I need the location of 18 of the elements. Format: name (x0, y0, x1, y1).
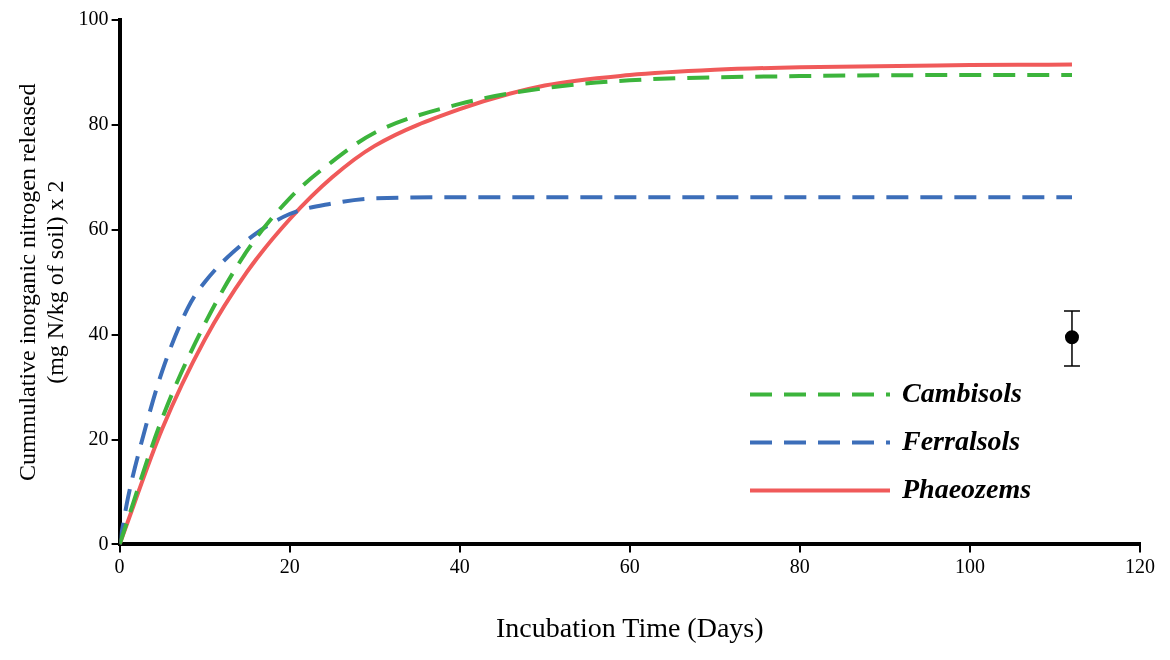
x-tick-label: 0 (114, 554, 125, 577)
y-tick-label: 80 (88, 112, 109, 135)
x-tick-label: 40 (449, 554, 470, 577)
y-axis-title: Cummulative inorganic nitrogen released (mg N/kg of soil) x 2 (13, 83, 69, 481)
x-tick-label: 20 (279, 554, 300, 577)
x-axis-title: Incubation Time (Days) (496, 611, 764, 643)
x-tick-label: 60 (619, 554, 640, 577)
x-tick-label: 120 (1125, 554, 1155, 577)
y-tick-label: 100 (78, 7, 109, 30)
y-tick-label: 60 (88, 217, 109, 240)
legend-label: Ferralsols (901, 424, 1021, 456)
y-tick-label: 0 (98, 531, 109, 554)
legend-label: Phaeozems (901, 472, 1032, 504)
y-tick-label: 40 (88, 321, 109, 344)
x-tick-label: 80 (789, 554, 810, 577)
y-tick-label: 20 (88, 426, 109, 449)
x-tick-label: 100 (954, 554, 985, 577)
legend-label: Cambisols (902, 376, 1022, 408)
